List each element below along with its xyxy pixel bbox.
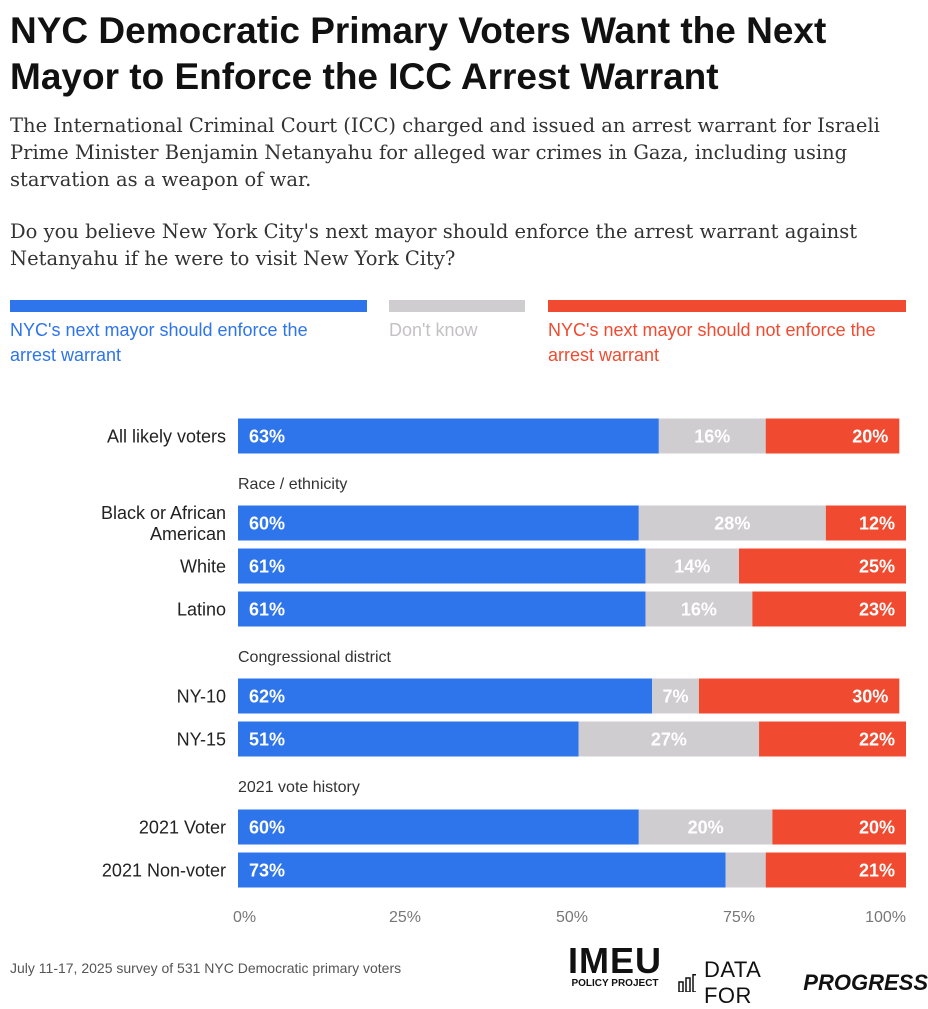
legend-swatch-dont-know (389, 300, 525, 312)
dfp-logo-strong: PROGRESS (803, 970, 928, 995)
data-label: 21% (859, 861, 895, 881)
chart-subtitle: The International Criminal Court (ICC) c… (10, 114, 880, 191)
data-label: 12% (859, 514, 895, 534)
legend-label-dont-know: Don't know (389, 320, 478, 340)
legend-label-not-enforce: NYC's next mayor should not enforce the … (548, 320, 876, 365)
data-label: 20% (688, 818, 724, 838)
data-label: 16% (694, 427, 730, 447)
data-label: 73% (249, 861, 285, 881)
data-label: 22% (859, 730, 895, 750)
imeu-logo-main: IMEU (568, 940, 662, 981)
imeu-logo-sub: POLICY PROJECT (571, 978, 659, 989)
data-label: 51% (249, 730, 285, 750)
bar-segment (772, 809, 906, 845)
data-label: 62% (249, 687, 285, 707)
data-label: 23% (859, 600, 895, 620)
bar-segment (765, 852, 906, 888)
data-label: 27% (651, 730, 687, 750)
data-label: 20% (852, 427, 888, 447)
data-label: 16% (681, 600, 717, 620)
group-heading: Race / ethnicity (238, 476, 347, 493)
bar-segment (638, 505, 826, 541)
data-label: 14% (674, 557, 710, 577)
legend-item-not-enforce: NYC's next mayor should not enforce the … (548, 300, 906, 368)
bar-segment (238, 548, 646, 584)
row-label: Black or African American (101, 503, 226, 544)
row-label: NY-10 (177, 687, 226, 707)
group-heading: 2021 vote history (238, 779, 360, 796)
bar-segment (578, 721, 760, 757)
legend-label-enforce: NYC's next mayor should enforce the arre… (10, 320, 308, 365)
data-label: 61% (249, 600, 285, 620)
bar-segment (238, 591, 646, 627)
data-label: 63% (249, 427, 285, 447)
data-label: 28% (714, 514, 750, 534)
bar-segment (658, 418, 766, 454)
data-label: 30% (852, 687, 888, 707)
x-tick-label: 0% (233, 909, 256, 926)
bar-segment (638, 809, 773, 845)
bar-segment (698, 678, 900, 714)
data-label: 20% (859, 818, 895, 838)
legend-swatch-enforce (10, 300, 367, 312)
bar-segment (238, 505, 639, 541)
bar-segment (645, 548, 739, 584)
row-label: All likely voters (107, 427, 226, 447)
bar-segment (739, 548, 906, 584)
data-label: 7% (663, 687, 689, 707)
bar-segment (652, 678, 699, 714)
imeu-logo: IMEU POLICY PROJECT (568, 940, 662, 990)
bar-segment (759, 721, 906, 757)
row-label: 2021 Voter (139, 818, 226, 838)
bar-segment (238, 721, 579, 757)
bar-segment (238, 418, 659, 454)
bar-segment (238, 678, 653, 714)
survey-footnote: July 11-17, 2025 survey of 531 NYC Democ… (10, 960, 402, 976)
data-label: 61% (249, 557, 285, 577)
bar-segment (238, 809, 639, 845)
x-tick-label: 100% (865, 909, 906, 926)
x-tick-label: 25% (389, 909, 421, 926)
data-label: 60% (249, 514, 285, 534)
row-label: Latino (177, 600, 226, 620)
x-tick-label: 75% (723, 909, 755, 926)
bar-segment (752, 591, 906, 627)
legend-item-dont-know: Don't know (389, 300, 525, 343)
bar-segment (825, 505, 906, 541)
bar-segment (725, 852, 766, 888)
row-label: 2021 Non-voter (102, 861, 226, 881)
row-label: NY-15 (177, 730, 226, 750)
row-label: White (180, 557, 226, 577)
chart-title: NYC Democratic Primary Voters Want the N… (10, 10, 827, 97)
bar-segment (765, 418, 900, 454)
data-label: 25% (859, 557, 895, 577)
dfp-logo-prefix: DATA FOR (703, 957, 761, 1008)
survey-question: Do you believe New York City's next mayo… (10, 220, 858, 270)
x-tick-label: 50% (556, 909, 588, 926)
legend-swatch-not-enforce (548, 300, 906, 312)
group-heading: Congressional district (238, 649, 392, 666)
legend-item-enforce: NYC's next mayor should enforce the arre… (10, 300, 367, 368)
data-for-progress-logo: DATA FOR PROGRESS (678, 957, 928, 1009)
data-label: 60% (249, 818, 285, 838)
bar-segment (238, 852, 726, 888)
bar-segment (645, 591, 753, 627)
bar-chart-icon (678, 974, 696, 992)
